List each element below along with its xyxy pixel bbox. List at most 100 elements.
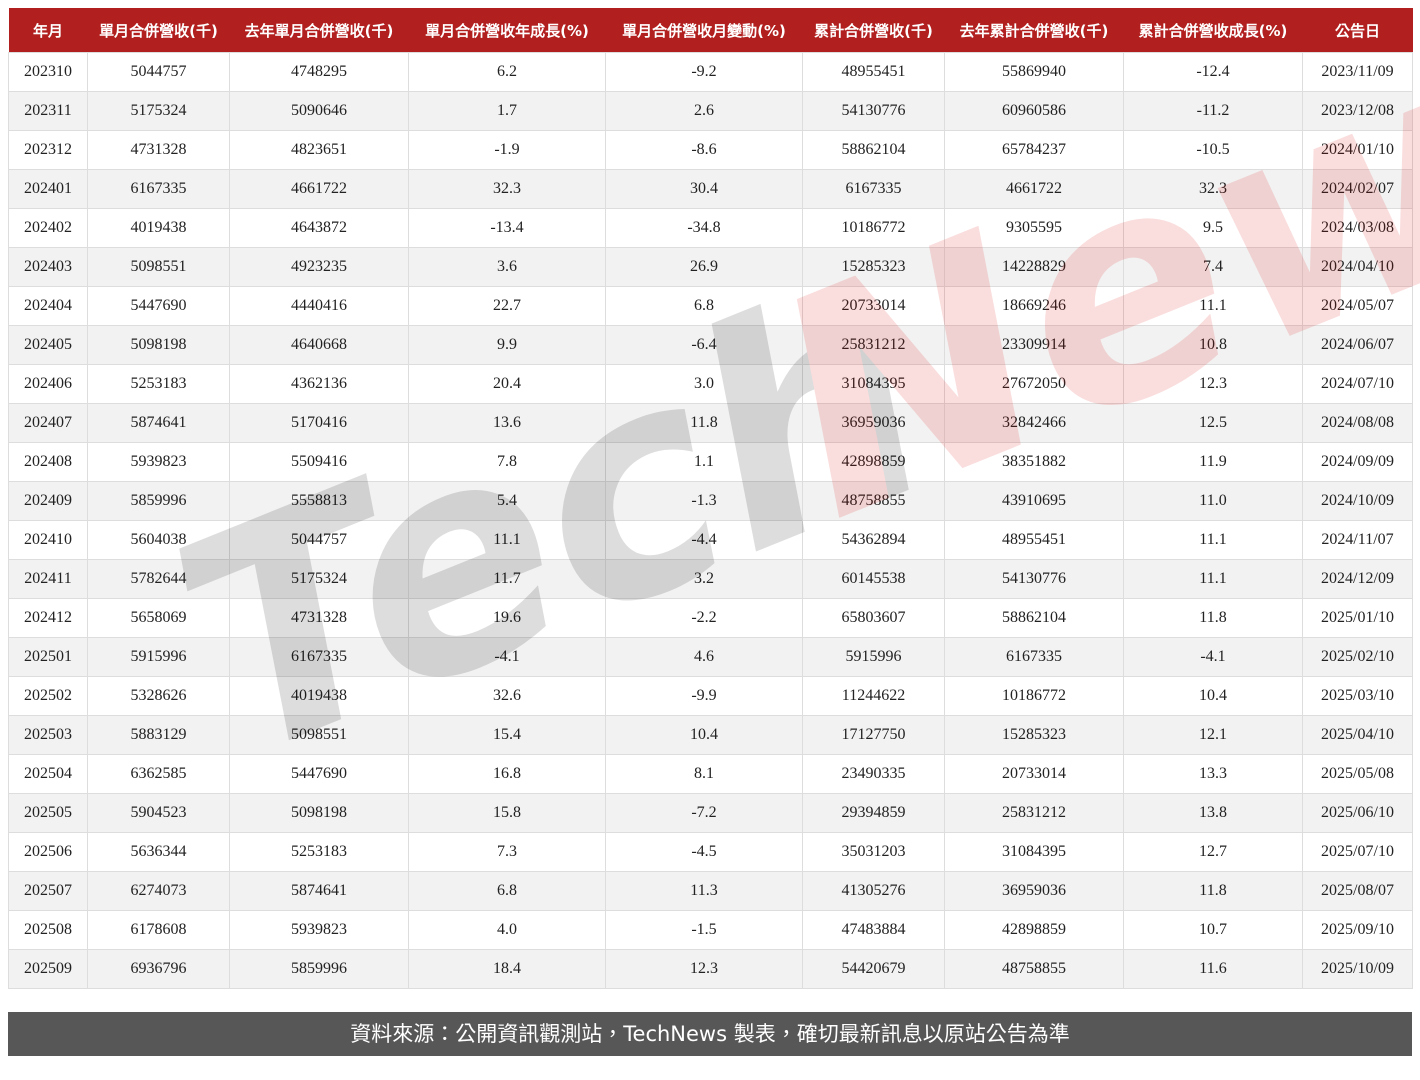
header-cell: 年月 <box>8 8 88 53</box>
table-cell: 15.8 <box>408 793 606 833</box>
table-cell: 12.1 <box>1123 715 1303 755</box>
table-cell: 20733014 <box>802 286 945 326</box>
table-cell: 25831212 <box>802 325 945 365</box>
table-cell: 5.4 <box>408 481 606 521</box>
table-cell: 4748295 <box>229 52 409 92</box>
table-cell: 1.1 <box>605 442 803 482</box>
table-cell: 32842466 <box>944 403 1124 443</box>
table-cell: 202409 <box>8 481 88 521</box>
table-cell: 2.6 <box>605 91 803 131</box>
table-cell: 12.3 <box>1123 364 1303 404</box>
table-cell: -9.2 <box>605 52 803 92</box>
table-row: 202507 6274073 5874641 6.8 11.3 41305276 36959… <box>8 871 1413 911</box>
table-cell: 6167335 <box>229 637 409 677</box>
table-cell: -9.9 <box>605 676 803 716</box>
table-cell: 5782644 <box>87 559 230 599</box>
table-row: 202412 5658069 4731328 19.6 -2.2 65803607 5886… <box>8 598 1413 638</box>
table-cell: 26.9 <box>605 247 803 287</box>
table-cell: 35031203 <box>802 832 945 872</box>
table-cell: -8.6 <box>605 130 803 170</box>
table-cell: 3.0 <box>605 364 803 404</box>
table-cell: 2025/06/10 <box>1302 793 1413 833</box>
table-cell: 11.9 <box>1123 442 1303 482</box>
header-cell: 去年單月合併營收(千) <box>229 8 409 53</box>
table-cell: 2024/05/07 <box>1302 286 1413 326</box>
table-cell: 202505 <box>8 793 88 833</box>
table-cell: 9305595 <box>944 208 1124 248</box>
table-cell: 2023/11/09 <box>1302 52 1413 92</box>
table-cell: 6.8 <box>408 871 606 911</box>
table-cell: 32.6 <box>408 676 606 716</box>
table-cell: 2024/09/09 <box>1302 442 1413 482</box>
table-cell: 23309914 <box>944 325 1124 365</box>
table-cell: 6.8 <box>605 286 803 326</box>
table-cell: 15285323 <box>944 715 1124 755</box>
table-cell: 202310 <box>8 52 88 92</box>
table-cell: 5859996 <box>229 949 409 989</box>
table-cell: 2025/02/10 <box>1302 637 1413 677</box>
table-cell: 13.8 <box>1123 793 1303 833</box>
table-cell: -10.5 <box>1123 130 1303 170</box>
table-cell: 31084395 <box>944 832 1124 872</box>
table-cell: 11.3 <box>605 871 803 911</box>
table-cell: 25831212 <box>944 793 1124 833</box>
table-cell: 5447690 <box>229 754 409 794</box>
table-cell: 58862104 <box>944 598 1124 638</box>
table-cell: 5090646 <box>229 91 409 131</box>
table-cell: 13.6 <box>408 403 606 443</box>
table-row: 202312 4731328 4823651 -1.9 -8.6 58862104 6578… <box>8 130 1413 170</box>
table-cell: 202411 <box>8 559 88 599</box>
table-cell: 4019438 <box>87 208 230 248</box>
table-cell: 5915996 <box>802 637 945 677</box>
table-cell: 7.3 <box>408 832 606 872</box>
table-cell: 55869940 <box>944 52 1124 92</box>
table-cell: 202502 <box>8 676 88 716</box>
table-cell: 22.7 <box>408 286 606 326</box>
table-cell: 2024/10/09 <box>1302 481 1413 521</box>
table-cell: 3.2 <box>605 559 803 599</box>
table-cell: 11.1 <box>1123 520 1303 560</box>
table-cell: 5044757 <box>229 520 409 560</box>
table-cell: 4643872 <box>229 208 409 248</box>
table-cell: 5175324 <box>87 91 230 131</box>
table-cell: 4640668 <box>229 325 409 365</box>
table-cell: 5098551 <box>87 247 230 287</box>
table-cell: 58862104 <box>802 130 945 170</box>
table-cell: 12.7 <box>1123 832 1303 872</box>
table-cell: 11.8 <box>1123 598 1303 638</box>
table-cell: -12.4 <box>1123 52 1303 92</box>
table-cell: 202407 <box>8 403 88 443</box>
table-row: 202406 5253183 4362136 20.4 3.0 31084395 27672… <box>8 364 1413 404</box>
table-cell: 7.8 <box>408 442 606 482</box>
table-cell: 202503 <box>8 715 88 755</box>
table-cell: 202504 <box>8 754 88 794</box>
table-cell: 5859996 <box>87 481 230 521</box>
table-cell: -11.2 <box>1123 91 1303 131</box>
table-cell: 5874641 <box>87 403 230 443</box>
table-cell: -4.1 <box>408 637 606 677</box>
header-cell: 累計合併營收成長(%) <box>1123 8 1303 53</box>
table-row: 202407 5874641 5170416 13.6 11.8 36959036 3284… <box>8 403 1413 443</box>
table-row: 202505 5904523 5098198 15.8 -7.2 29394859 2583… <box>8 793 1413 833</box>
table-cell: 2024/04/10 <box>1302 247 1413 287</box>
table-cell: -7.2 <box>605 793 803 833</box>
table-row: 202402 4019438 4643872 -13.4 -34.8 10186772 93… <box>8 208 1413 248</box>
table-cell: 27672050 <box>944 364 1124 404</box>
table-cell: 11.1 <box>1123 559 1303 599</box>
table-body: 202310 5044757 4748295 6.2 -9.2 48955451 55869… <box>8 52 1413 989</box>
table-row: 202508 6178608 5939823 4.0 -1.5 47483884 42898… <box>8 910 1413 950</box>
table-cell: 4661722 <box>944 169 1124 209</box>
table-cell: 202509 <box>8 949 88 989</box>
table-cell: 202408 <box>8 442 88 482</box>
table-cell: 1.7 <box>408 91 606 131</box>
table-cell: 4440416 <box>229 286 409 326</box>
table-cell: 202402 <box>8 208 88 248</box>
table-cell: -4.5 <box>605 832 803 872</box>
table-cell: 60145538 <box>802 559 945 599</box>
table-cell: -34.8 <box>605 208 803 248</box>
revenue-table: 年月 單月合併營收(千) 去年單月合併營收(千) 單月合併營收年成長(%) 單月合併營收… <box>8 8 1413 989</box>
table-cell: 5175324 <box>229 559 409 599</box>
table-cell: 9.9 <box>408 325 606 365</box>
table-cell: 14228829 <box>944 247 1124 287</box>
